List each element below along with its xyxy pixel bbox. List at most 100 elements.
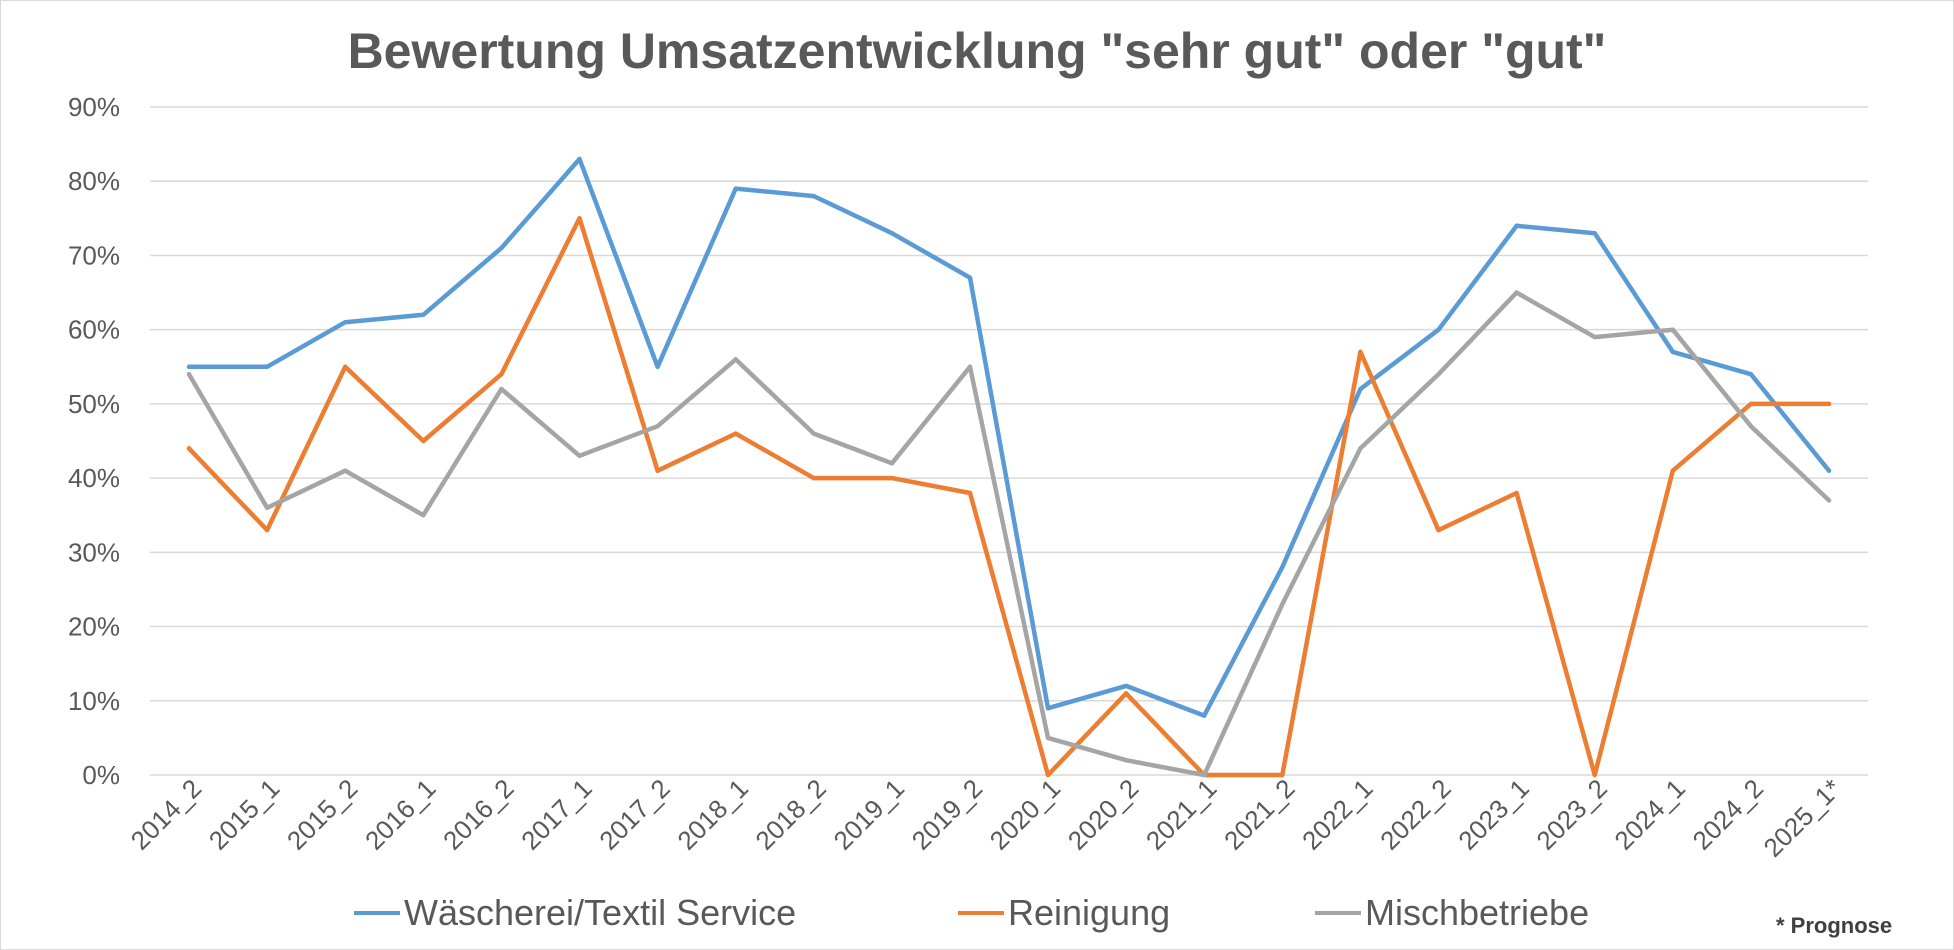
data-point [1045,706,1051,711]
x-tick-label: 2018_2 [749,773,832,856]
x-tick-label: 2025_1* [1757,773,1847,863]
data-point [264,364,270,369]
y-tick-label: 10% [68,686,120,716]
data-point [811,431,816,436]
data-point [343,320,348,325]
data-point [499,372,504,377]
y-tick-label: 40% [68,463,120,493]
x-tick-label: 2021_2 [1218,773,1301,856]
data-point [1748,423,1754,429]
data-point [499,386,504,392]
data-point [1592,772,1597,778]
y-tick-label: 70% [68,240,120,270]
data-point [1436,527,1441,533]
data-point [1202,772,1207,778]
data-point [264,505,270,510]
data-point [811,193,816,199]
data-point [421,312,426,318]
data-point [655,423,660,429]
legend-label-waescherei: Wäscherei/Textil Service [404,892,797,933]
data-point [1045,735,1051,741]
data-point [499,245,504,251]
x-tick-label: 2020_2 [1062,773,1145,856]
legend-swatch-mischbetriebe [1315,911,1361,915]
x-tick-label: 2024_2 [1687,773,1770,856]
data-point [421,513,426,518]
footnote: * Prognose [1776,913,1893,938]
data-point [1280,602,1285,607]
x-tick-label: 2018_1 [671,773,754,856]
y-axis-ticks: 0% 10% 20% 30% 40% 50% 60% 70% 80% 90% [68,92,120,790]
y-tick-label: 30% [68,537,120,567]
data-point [421,438,426,444]
data-point [655,364,660,369]
x-tick-label: 2022_1 [1296,773,1379,856]
data-point [655,468,660,473]
x-tick-label: 2022_2 [1374,773,1457,856]
x-tick-label: 2024_1 [1608,773,1691,856]
data-point [733,357,738,362]
data-point [889,461,895,466]
data-point [967,490,973,496]
legend-item-mischbetriebe: Mischbetriebe [1315,892,1589,933]
legend-item-waescherei: Wäscherei/Textil Service [354,892,797,933]
data-point [186,364,192,369]
data-point [1670,468,1675,473]
data-point [1436,372,1441,377]
data-point [186,446,192,451]
x-tick-label: 2015_2 [281,773,364,856]
legend-swatch-waescherei [354,911,400,915]
x-tick-label: 2019_1 [828,773,911,856]
data-point [1358,446,1363,451]
data-point [264,527,270,533]
data-point [967,364,973,369]
gridlines [150,106,1868,776]
data-point [967,275,973,280]
data-point [1826,498,1832,503]
data-point [1123,691,1129,696]
data-point [1358,349,1363,355]
y-tick-label: 50% [68,389,120,419]
y-tick-label: 0% [82,760,120,790]
data-point [1123,683,1129,689]
data-point [1592,230,1597,236]
x-tick-label: 2016_1 [359,773,442,856]
data-point [1358,386,1363,392]
series-line-1 [186,216,1832,778]
data-point [1123,757,1129,763]
data-point [1280,772,1285,778]
data-point [1436,327,1441,332]
data-point [889,475,895,481]
data-point [1514,290,1519,295]
y-tick-label: 20% [68,612,120,642]
x-tick-label: 2017_2 [593,773,676,856]
data-point [343,468,348,473]
x-tick-label: 2014_2 [125,773,208,856]
data-point [1514,490,1519,496]
data-point [343,364,348,369]
legend-item-reinigung: Reinigung [958,892,1170,933]
legend-swatch-reinigung [958,911,1004,915]
data-point [577,156,582,162]
y-tick-label: 80% [68,166,120,196]
x-tick-label: 2015_1 [203,773,286,856]
data-point [1748,401,1754,407]
data-point [1826,468,1832,473]
series-lines [186,156,1832,778]
data-point [186,372,192,377]
data-point [1514,223,1519,228]
data-point [1670,349,1675,355]
data-point [1826,401,1832,407]
series-line-0 [186,156,1832,718]
x-tick-label: 2020_1 [984,773,1067,856]
x-axis-ticks: 2014_22015_12015_22016_12016_22017_12017… [125,773,1847,863]
data-point [733,186,738,191]
x-tick-label: 2023_2 [1530,773,1613,856]
data-point [889,230,895,236]
y-tick-label: 60% [68,315,120,345]
x-tick-label: 2021_1 [1140,773,1223,856]
data-point [1045,772,1051,778]
x-tick-label: 2017_1 [515,773,598,856]
x-tick-label: 2023_1 [1452,773,1535,856]
